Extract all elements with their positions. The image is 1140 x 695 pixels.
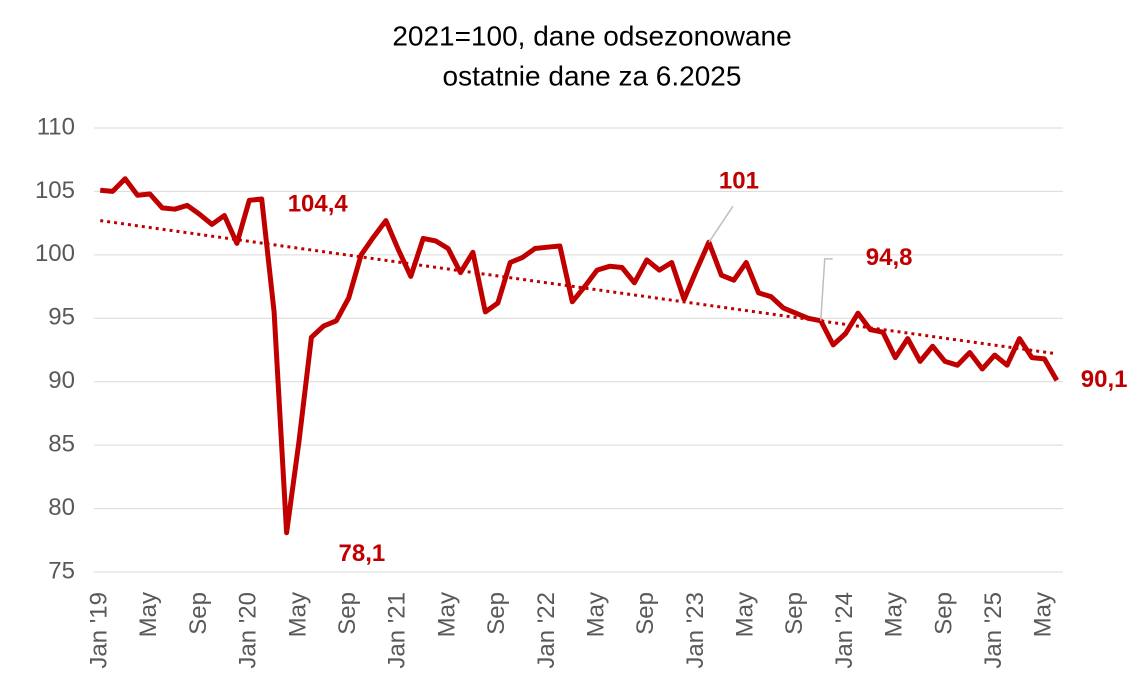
y-tick-label: 105 <box>35 177 75 204</box>
x-tick-label: Jan '23 <box>682 592 709 669</box>
y-tick-label: 75 <box>48 557 75 584</box>
leader-line <box>708 205 734 243</box>
x-tick-label: May <box>284 592 311 637</box>
y-tick-label: 85 <box>48 430 75 457</box>
x-tick-label: May <box>881 592 908 637</box>
x-tick-label: May <box>732 592 759 637</box>
chart-title: 2021=100, dane odsezonowane <box>392 20 791 51</box>
x-tick-label: Jan '21 <box>384 592 411 669</box>
x-tick-label: Sep <box>632 592 659 635</box>
x-tick-label: Sep <box>781 592 808 635</box>
x-tick-label: May <box>1030 592 1057 637</box>
x-tick-label: Sep <box>483 592 510 635</box>
x-tick-label: May <box>135 592 162 637</box>
x-tick-label: Jan '20 <box>235 592 262 669</box>
data-label: 78,1 <box>339 540 386 567</box>
series-line <box>99 176 1059 536</box>
y-tick-label: 110 <box>37 113 75 140</box>
x-tick-label: Jan '19 <box>86 592 113 669</box>
x-tick-label: May <box>433 592 460 637</box>
data-label: 101 <box>719 168 759 195</box>
x-tick-label: Sep <box>334 592 361 635</box>
data-label: 94,8 <box>866 244 913 271</box>
x-tick-label: Sep <box>930 592 957 635</box>
y-tick-label: 80 <box>48 494 75 521</box>
x-tick-label: Sep <box>185 592 212 635</box>
y-tick-label: 90 <box>48 367 75 394</box>
data-label: 104,4 <box>288 190 349 217</box>
data-label: 90,1 <box>1081 366 1128 393</box>
x-tick-label: Jan '22 <box>533 592 560 669</box>
x-tick-label: May <box>582 592 609 637</box>
y-tick-label: 100 <box>35 240 75 267</box>
x-tick-label: Jan '24 <box>831 592 858 669</box>
y-tick-label: 95 <box>48 304 75 331</box>
leader-line <box>820 258 833 321</box>
x-tick-label: Jan '25 <box>980 592 1007 669</box>
chart-subtitle: ostatnie dane za 6.2025 <box>443 60 742 91</box>
trend-line <box>100 219 1057 356</box>
